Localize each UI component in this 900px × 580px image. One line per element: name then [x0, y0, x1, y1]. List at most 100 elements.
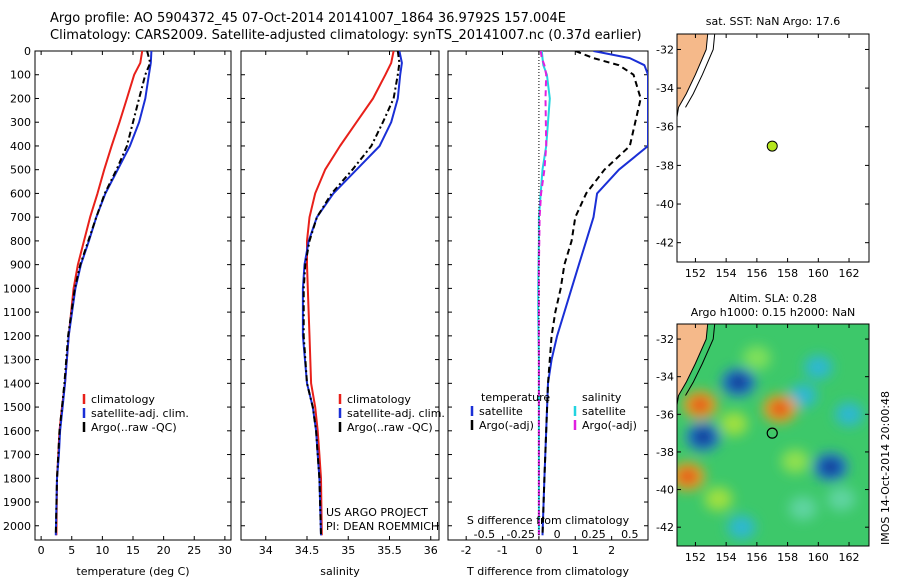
x-tick-label: 160 — [808, 551, 829, 564]
x-tick-label: 0 — [38, 544, 45, 557]
y-tick-label: -40 — [656, 198, 674, 211]
legend-label: satellite — [479, 405, 523, 418]
y-tick-label: 900 — [10, 259, 31, 272]
series-line-0 — [306, 51, 395, 536]
series-line-1 — [54, 51, 153, 536]
sla-patch — [827, 486, 856, 511]
figure-title-line1: Argo profile: AO 5904372_45 07-Oct-2014 … — [50, 11, 567, 26]
sla-patch — [835, 402, 864, 427]
series-line-2 — [54, 51, 152, 536]
legend-label: Argo(-adj) — [582, 419, 637, 432]
y-tick-label: 1900 — [3, 496, 31, 509]
y-tick-label: -38 — [656, 159, 674, 172]
y-tick-label: 1700 — [3, 449, 31, 462]
y-tick-label: 1500 — [3, 401, 31, 414]
sla-eddy-core-cold — [729, 375, 748, 390]
y-tick-label: 800 — [10, 235, 31, 248]
x-tick-label: 154 — [716, 267, 737, 280]
annotation-pi: PI: DEAN ROEMMICH — [326, 520, 439, 533]
x-tick-label: 154 — [716, 551, 737, 564]
s-tick-label: -0.5 — [474, 528, 495, 541]
y-tick-label: -42 — [656, 237, 674, 250]
sla-field — [677, 324, 869, 546]
s-tick-label: 0.5 — [621, 528, 639, 541]
shelf-contour — [685, 34, 716, 108]
legend-salinity-header: salinity — [582, 391, 622, 404]
land-area — [677, 34, 709, 118]
x-tick-label: 162 — [839, 551, 860, 564]
x-tick-label: -1 — [497, 544, 508, 557]
y-tick-label: 700 — [10, 211, 31, 224]
legend-label: climatology — [91, 393, 155, 406]
y-tick-label: 600 — [10, 187, 31, 200]
argo-position-marker — [766, 427, 778, 439]
y-tick-label: 1000 — [3, 282, 31, 295]
y-tick-label: -36 — [656, 121, 674, 134]
temperature-panel: 0 5 10 15 20 25 300100200300400500600700800900… — [3, 45, 232, 578]
y-tick-label: 1600 — [3, 425, 31, 438]
plot-frame — [447, 50, 649, 541]
sla-eddy-core-warm — [691, 397, 710, 412]
series-line-0 — [55, 51, 144, 536]
s-tick-label: -0.25 — [506, 528, 534, 541]
x-tick-label: 36 — [424, 544, 438, 557]
y-tick-label: -34 — [656, 82, 674, 95]
legend-label: Argo(-adj) — [479, 419, 534, 432]
x-tick-label: 25 — [187, 544, 201, 557]
sla-patch — [804, 355, 833, 380]
legend-label: Argo(..raw -QC) — [91, 421, 177, 434]
shelf-contour — [685, 324, 716, 396]
x-tick-label: 156 — [746, 267, 767, 280]
s-tick-label: 0 — [554, 528, 561, 541]
sla-eddy-core-warm — [770, 401, 789, 416]
y-tick-label: -38 — [656, 446, 674, 459]
x-tick-label: 35.5 — [377, 544, 402, 557]
series-line-0 — [541, 51, 648, 536]
legend-label: climatology — [347, 393, 411, 406]
series-line-2 — [302, 51, 401, 536]
map-frame — [676, 323, 870, 547]
sla-patch — [788, 383, 817, 408]
x-axis-label: salinity — [320, 565, 360, 578]
y-tick-label: -40 — [656, 484, 674, 497]
x-tick-label: 15 — [126, 544, 140, 557]
legend-label: satellite-adj. clim. — [91, 407, 189, 420]
y-tick-label: 2000 — [3, 520, 31, 533]
x-tick-label: 158 — [777, 551, 798, 564]
x-tick-label: 160 — [808, 267, 829, 280]
x-tick-label: 34.5 — [295, 544, 320, 557]
y-tick-label: 0 — [24, 45, 31, 58]
y-tick-label: 1100 — [3, 306, 31, 319]
figure-title-line2: Climatology: CARS2009. Satellite-adjuste… — [50, 28, 642, 43]
timestamp-label: IMOS 14-Oct-2014 20:00:48 — [879, 391, 892, 545]
y-tick-label: -42 — [656, 521, 674, 534]
series-group — [301, 51, 403, 536]
x-tick-label: 34 — [259, 544, 273, 557]
sst-map-title: sat. SST: NaN Argo: 17.6 — [706, 15, 840, 28]
x-tick-label: 10 — [95, 544, 109, 557]
legend-label: Argo(..raw -QC) — [347, 421, 433, 434]
y-tick-label: 1200 — [3, 330, 31, 343]
y-tick-label: 1300 — [3, 354, 31, 367]
x-axis-label: temperature (deg C) — [76, 565, 189, 578]
sla-patch — [742, 345, 771, 370]
x-tick-label: -2 — [461, 544, 472, 557]
x-tick-label: 156 — [746, 551, 767, 564]
sla-blobs — [677, 345, 864, 540]
y-tick-label: 200 — [10, 92, 31, 105]
sla-patch — [781, 449, 810, 474]
series-line-1 — [541, 51, 642, 536]
sst-map-panel: sat. SST: NaN Argo: 17.6 152 154 156 158 160 1… — [656, 15, 870, 280]
argo-position-marker — [766, 140, 778, 152]
y-tick-label: 300 — [10, 116, 31, 129]
sla-patch — [719, 411, 748, 436]
y-tick-label: 1800 — [3, 472, 31, 485]
annotation-project: US ARGO PROJECT — [326, 506, 428, 519]
legend-temperature-header: temperature — [481, 391, 550, 404]
sla-eddy-core-warm — [678, 469, 697, 484]
sla-patch — [704, 486, 733, 511]
x-tick-label: 152 — [685, 267, 706, 280]
y-tick-label: 500 — [10, 164, 31, 177]
y-tick-label: 100 — [10, 69, 31, 82]
